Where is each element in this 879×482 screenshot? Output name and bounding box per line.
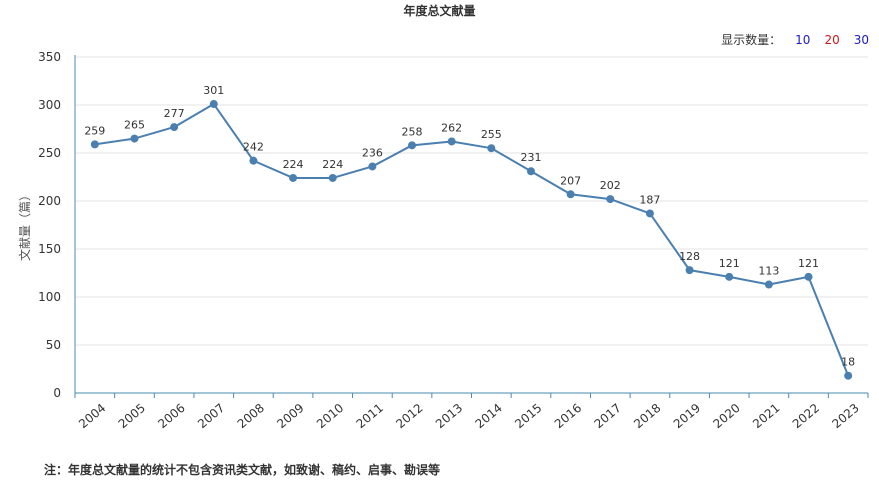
y-tick-label-50: 50 — [46, 338, 61, 352]
y-tick-label-350: 350 — [38, 50, 61, 64]
data-point-2018[interactable] — [645, 209, 654, 218]
x-tick-label-2019: 2019 — [671, 401, 703, 431]
data-point-2017[interactable] — [606, 195, 615, 204]
display-count-option-10[interactable]: 10 — [795, 32, 811, 47]
data-label-2007: 301 — [203, 84, 224, 97]
data-label-2023: 18 — [841, 356, 855, 369]
data-point-2006[interactable] — [170, 123, 179, 132]
chart-title: 年度总文献量 — [403, 4, 476, 18]
data-label-2009: 224 — [283, 158, 304, 171]
data-label-2008: 242 — [243, 141, 264, 154]
display-count-option-20[interactable]: 20 — [824, 32, 840, 47]
x-tick-label-2006: 2006 — [155, 401, 187, 431]
x-tick-label-2016: 2016 — [552, 401, 584, 431]
x-tick-label-2020: 2020 — [710, 401, 742, 431]
data-point-2023[interactable] — [844, 371, 853, 380]
data-label-2011: 236 — [362, 146, 383, 159]
x-tick-label-2009: 2009 — [274, 401, 306, 431]
x-tick-label-2023: 2023 — [829, 401, 861, 431]
x-tick-label-2012: 2012 — [393, 401, 425, 431]
data-label-2018: 187 — [639, 193, 660, 206]
x-tick-label-2005: 2005 — [116, 401, 148, 431]
data-label-2014: 255 — [481, 128, 502, 141]
x-tick-label-2010: 2010 — [314, 401, 346, 431]
x-tick-label-2018: 2018 — [631, 401, 663, 431]
x-tick-label-2011: 2011 — [354, 401, 386, 431]
x-tick-label-2022: 2022 — [790, 401, 822, 431]
data-point-2013[interactable] — [447, 137, 456, 146]
data-point-2011[interactable] — [368, 162, 377, 171]
data-point-2007[interactable] — [209, 100, 218, 109]
data-point-2010[interactable] — [328, 173, 337, 182]
y-tick-label-300: 300 — [38, 98, 61, 112]
data-point-2021[interactable] — [764, 280, 773, 289]
data-point-2014[interactable] — [487, 144, 496, 153]
data-label-2006: 277 — [164, 107, 185, 120]
data-point-2009[interactable] — [289, 173, 298, 182]
series-line — [94, 103, 850, 377]
data-point-2022[interactable] — [804, 272, 813, 281]
data-label-2019: 128 — [679, 250, 700, 263]
y-tick-label-100: 100 — [38, 290, 61, 304]
x-tick-label-2021: 2021 — [750, 401, 782, 431]
data-point-2019[interactable] — [685, 266, 694, 275]
data-label-2013: 262 — [441, 121, 462, 134]
data-label-2015: 231 — [520, 151, 541, 164]
x-tick-label-2008: 2008 — [235, 401, 267, 431]
data-label-2017: 202 — [600, 179, 621, 192]
y-tick-label-250: 250 — [38, 146, 61, 160]
data-label-2005: 265 — [124, 119, 145, 132]
y-axis-label: 文献量（篇） — [17, 189, 32, 261]
data-point-2005[interactable] — [130, 134, 139, 143]
data-label-2021: 113 — [758, 265, 779, 278]
data-label-2022: 121 — [798, 257, 819, 270]
y-tick-label-150: 150 — [38, 242, 61, 256]
data-point-2012[interactable] — [408, 141, 417, 150]
x-tick-label-2014: 2014 — [473, 401, 505, 431]
x-tick-label-2015: 2015 — [512, 401, 544, 431]
x-tick-label-2004: 2004 — [76, 401, 108, 431]
x-tick-label-2013: 2013 — [433, 401, 465, 431]
data-point-2020[interactable] — [725, 272, 734, 281]
data-label-2012: 258 — [402, 125, 423, 138]
y-tick-label-200: 200 — [38, 194, 61, 208]
data-label-2010: 224 — [322, 158, 343, 171]
data-point-2004[interactable] — [90, 140, 99, 149]
data-point-2008[interactable] — [249, 156, 258, 165]
data-label-2020: 121 — [719, 257, 740, 270]
display-count-selector: 显示数量： 10 20 30 — [721, 31, 869, 48]
x-tick-label-2017: 2017 — [592, 401, 624, 431]
footnote: 注：年度总文献量的统计不包含资讯类文献，如致谢、稿约、启事、勘误等 — [44, 463, 441, 477]
y-tick-label-0: 0 — [53, 386, 61, 400]
data-label-2016: 207 — [560, 174, 581, 187]
display-count-label: 显示数量： — [721, 33, 782, 47]
data-point-2015[interactable] — [526, 167, 535, 176]
x-tick-label-2007: 2007 — [195, 401, 227, 431]
data-point-2016[interactable] — [566, 190, 575, 199]
data-label-2004: 259 — [84, 124, 105, 137]
display-count-option-30[interactable]: 30 — [853, 32, 869, 47]
